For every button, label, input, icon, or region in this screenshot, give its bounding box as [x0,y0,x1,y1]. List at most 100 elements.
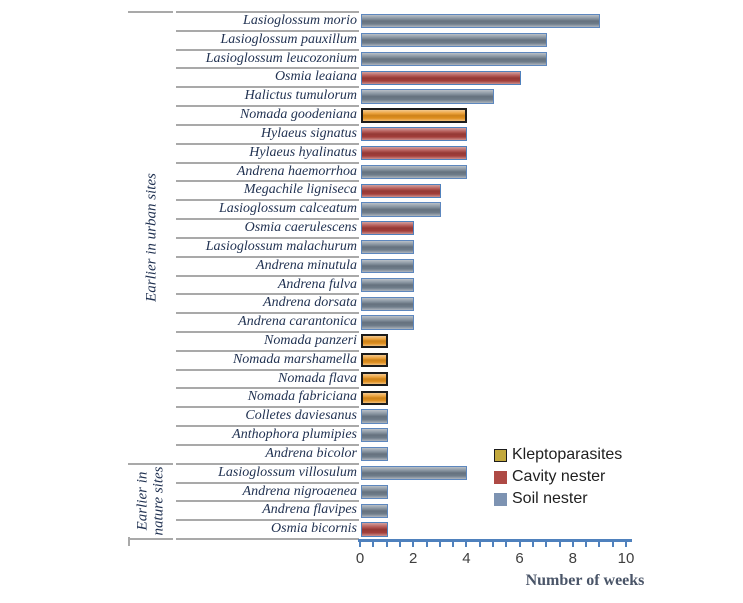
row-separator [176,123,359,126]
x-axis-tick [611,542,614,547]
legend-swatch-klepto [494,448,507,462]
bar-soil [361,315,415,330]
x-tick-label: 4 [462,550,471,567]
species-label: Hylaeus signatus [260,125,357,141]
species-label: Lasioglossum leucozonium [205,50,357,66]
row-separator [176,368,359,371]
species-label: Nomada goodeniana [239,107,357,123]
row-separator [176,29,359,32]
species-label: Andrena haemorrhoa [236,163,357,179]
bar-soil [361,277,415,292]
row-separator [176,86,359,89]
x-axis-tick [452,542,455,547]
species-label: Nomada marshamella [232,351,357,367]
x-axis-tick [505,542,508,547]
x-tick-label: 0 [355,550,365,567]
legend-entry-klepto: Kleptoparasites [494,446,622,464]
x-axis-title: Number of weeks [525,572,645,589]
x-axis-tick [571,542,574,547]
group-separator [128,11,173,13]
bar-cavity [361,221,415,236]
species-label: Andrena minutula [256,257,357,273]
species-label: Andrena bicolor [265,445,357,461]
species-label: Colletes daviesanus [245,408,357,424]
bar-soil [361,89,494,104]
bar-klepto [361,390,388,405]
x-axis-tick [372,542,375,547]
group-label-urban-sites: Earlier in urban sites [143,173,160,303]
x-axis-tick [585,542,588,547]
bar-soil [361,51,548,67]
x-tick-label: 6 [515,550,524,567]
x-axis-tick [625,542,627,547]
x-axis-line [358,539,632,542]
species-label: Lasioglossum pauxillum [220,31,357,47]
species-label: Nomada fabriciana [247,389,357,405]
species-label: Osmia bicornis [271,521,357,537]
row-separator [176,180,359,183]
row-separator [176,481,359,484]
bar-soil [361,465,468,481]
bar-soil [361,484,388,499]
bar-soil [361,296,415,311]
x-axis-tick [425,542,428,547]
x-tick-label: 2 [409,550,418,567]
species-label: Lasioglossum morio [243,13,357,28]
bar-soil [361,258,415,274]
row-separator [176,255,359,258]
row-separator [176,538,359,540]
bar-soil [361,240,415,255]
bar-soil [361,164,468,179]
bar-klepto [361,371,388,387]
x-tick-label: 10 [617,550,635,567]
bar-soil [361,447,388,462]
species-label: Lasioglossum villosulum [218,464,357,480]
row-separator [176,349,359,352]
legend-swatch-soil [494,492,507,506]
row-separator [176,142,359,145]
species-label: Osmia leaiana [274,69,357,85]
group-axis-end-tick [128,537,130,546]
row-separator [176,387,359,390]
legend-entry-soil: Soil nester [494,490,588,508]
row-separator [176,199,359,202]
bar-soil [361,14,601,29]
row-separator [176,406,359,409]
x-axis-tick [492,542,494,547]
x-axis-tick [558,542,561,547]
x-axis-tick [598,542,601,547]
bar-cavity [361,145,468,161]
legend-label: Soil nester [512,490,588,507]
x-axis-tick [438,542,441,547]
bar-soil [361,503,388,518]
bar-soil [361,33,548,48]
bar-cavity [361,183,441,198]
x-tick-label: 8 [568,550,577,567]
row-separator [176,105,359,108]
bar-soil [361,202,441,217]
x-axis-tick [465,542,468,547]
row-separator [176,274,359,277]
row-separator [176,67,359,70]
bar-klepto [361,352,388,368]
species-label: Osmia caerulescens [244,220,357,236]
row-separator [176,293,359,296]
species-label: Lasioglossum calceatum [218,201,357,217]
x-axis-tick [385,542,388,547]
bar-soil [361,428,388,443]
row-separator [176,218,359,221]
row-separator [176,48,359,51]
x-axis-tick [398,542,401,547]
species-label: Hylaeus hyalinatus [249,144,357,160]
group-separator [128,538,173,540]
legend-swatch-cavity [494,470,507,484]
species-label: Lasioglossum malachurum [205,238,357,254]
row-separator [176,443,359,446]
bar-cavity [361,127,468,142]
row-separator [176,330,359,333]
x-axis-tick [518,542,521,547]
row-separator [176,500,359,503]
group-label-nature-sites: Earlier in nature sites [134,466,167,536]
row-separator [176,462,359,465]
